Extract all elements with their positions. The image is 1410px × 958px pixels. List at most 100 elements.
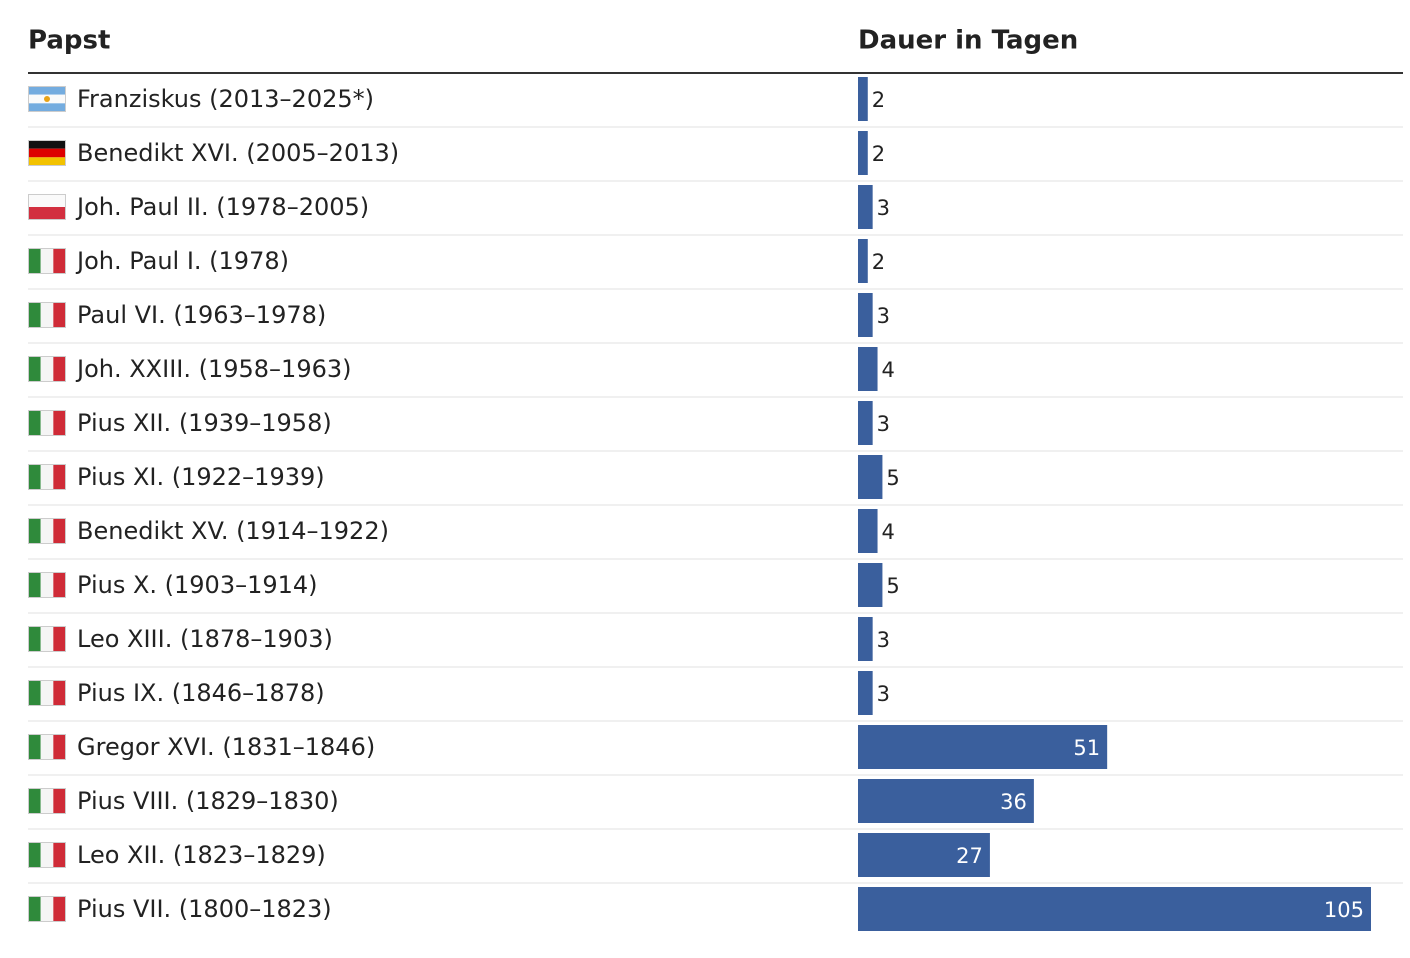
flag-stripe [53, 734, 66, 760]
flag-stripe [40, 518, 54, 544]
value-label: 5 [886, 466, 899, 490]
value-label: 3 [877, 412, 890, 436]
row-label: Pius XI. (1922–1939) [77, 463, 325, 491]
column-header: Dauer in Tagen [858, 26, 1078, 56]
row-label: Pius X. (1903–1914) [77, 571, 318, 599]
flag [28, 86, 66, 112]
value-label: 105 [1324, 898, 1364, 922]
row-label: Pius VIII. (1829–1830) [77, 787, 339, 815]
flag-stripe [40, 464, 54, 490]
bar [858, 131, 868, 175]
bar [858, 347, 878, 391]
value-label: 3 [877, 628, 890, 652]
flag-border [28, 356, 66, 382]
flag-border [28, 518, 66, 544]
flag-stripe [40, 572, 54, 598]
flag-stripe [53, 896, 66, 922]
flag-border [28, 626, 66, 652]
row-label: Benedikt XV. (1914–1922) [77, 517, 389, 545]
flag-stripe [53, 680, 66, 706]
flag-stripe [28, 788, 41, 814]
flag-stripe [53, 842, 66, 868]
flag-border [28, 86, 66, 112]
row-label: Paul VI. (1963–1978) [77, 301, 326, 329]
flag-stripe [53, 518, 66, 544]
flag-stripe [53, 302, 66, 328]
flag-stripe [28, 248, 41, 274]
flag-stripe [28, 572, 41, 598]
bar [858, 671, 873, 715]
flag-border [28, 842, 66, 868]
value-label: 2 [872, 142, 885, 166]
flag-stripe [53, 464, 66, 490]
row-label: Joh. Paul II. (1978–2005) [75, 193, 369, 221]
bar [858, 239, 868, 283]
bar [858, 563, 883, 607]
flag-stripe [40, 356, 54, 382]
bar [858, 401, 873, 445]
flag-border [28, 302, 66, 328]
flag-border [28, 194, 66, 220]
flag [28, 356, 66, 382]
row-label: Pius XII. (1939–1958) [77, 409, 332, 437]
flag-stripe [40, 302, 54, 328]
flag-border [28, 680, 66, 706]
flag [28, 788, 66, 814]
flag-stripe [28, 194, 66, 207]
bar [858, 725, 1108, 769]
value-label: 4 [882, 520, 895, 544]
flag-stripe [40, 896, 54, 922]
flag-stripe [28, 680, 41, 706]
flag [28, 140, 66, 166]
bar [858, 887, 1371, 931]
column-header: Papst [28, 26, 110, 56]
flag-border [28, 734, 66, 760]
flag-border [28, 896, 66, 922]
flag [28, 194, 66, 220]
row-label: Leo XIII. (1878–1903) [77, 625, 333, 653]
bar [858, 617, 873, 661]
flag-stripe [53, 626, 66, 652]
flag [28, 734, 66, 760]
value-label: 4 [882, 358, 895, 382]
value-label: 3 [877, 682, 890, 706]
bar [858, 185, 873, 229]
flag [28, 626, 66, 652]
flag-stripe [53, 356, 66, 382]
flag-stripe [28, 140, 66, 149]
flag-stripe [40, 626, 54, 652]
flag-stripe [53, 410, 66, 436]
flag-stripe [28, 842, 41, 868]
flag [28, 680, 66, 706]
flag-stripe [28, 356, 41, 382]
flag-stripe [28, 86, 66, 95]
flag [28, 572, 66, 598]
flag-stripe [40, 410, 54, 436]
row-label: Leo XII. (1823–1829) [77, 841, 326, 869]
row-label: Pius IX. (1846–1878) [77, 679, 325, 707]
value-label: 51 [1073, 736, 1100, 760]
flag-stripe [28, 464, 41, 490]
flag-sun [44, 96, 50, 102]
bar [858, 455, 883, 499]
flag-stripe [53, 788, 66, 814]
bar [858, 833, 990, 877]
flag-stripe [28, 148, 66, 158]
flag [28, 896, 66, 922]
flag-border [28, 410, 66, 436]
flag-border [28, 248, 66, 274]
flag-border [28, 464, 66, 490]
flag-stripe [28, 626, 41, 652]
flag-stripe [28, 103, 66, 112]
value-label: 36 [1000, 790, 1027, 814]
flag [28, 410, 66, 436]
value-label: 5 [886, 574, 899, 598]
flag-stripe [40, 248, 54, 274]
flag [28, 302, 66, 328]
flag-stripe [28, 302, 41, 328]
row-label: Joh. Paul I. (1978) [75, 247, 289, 275]
bar [858, 293, 873, 337]
flag-stripe [40, 788, 54, 814]
row-label: Franziskus (2013–2025*) [77, 85, 374, 113]
